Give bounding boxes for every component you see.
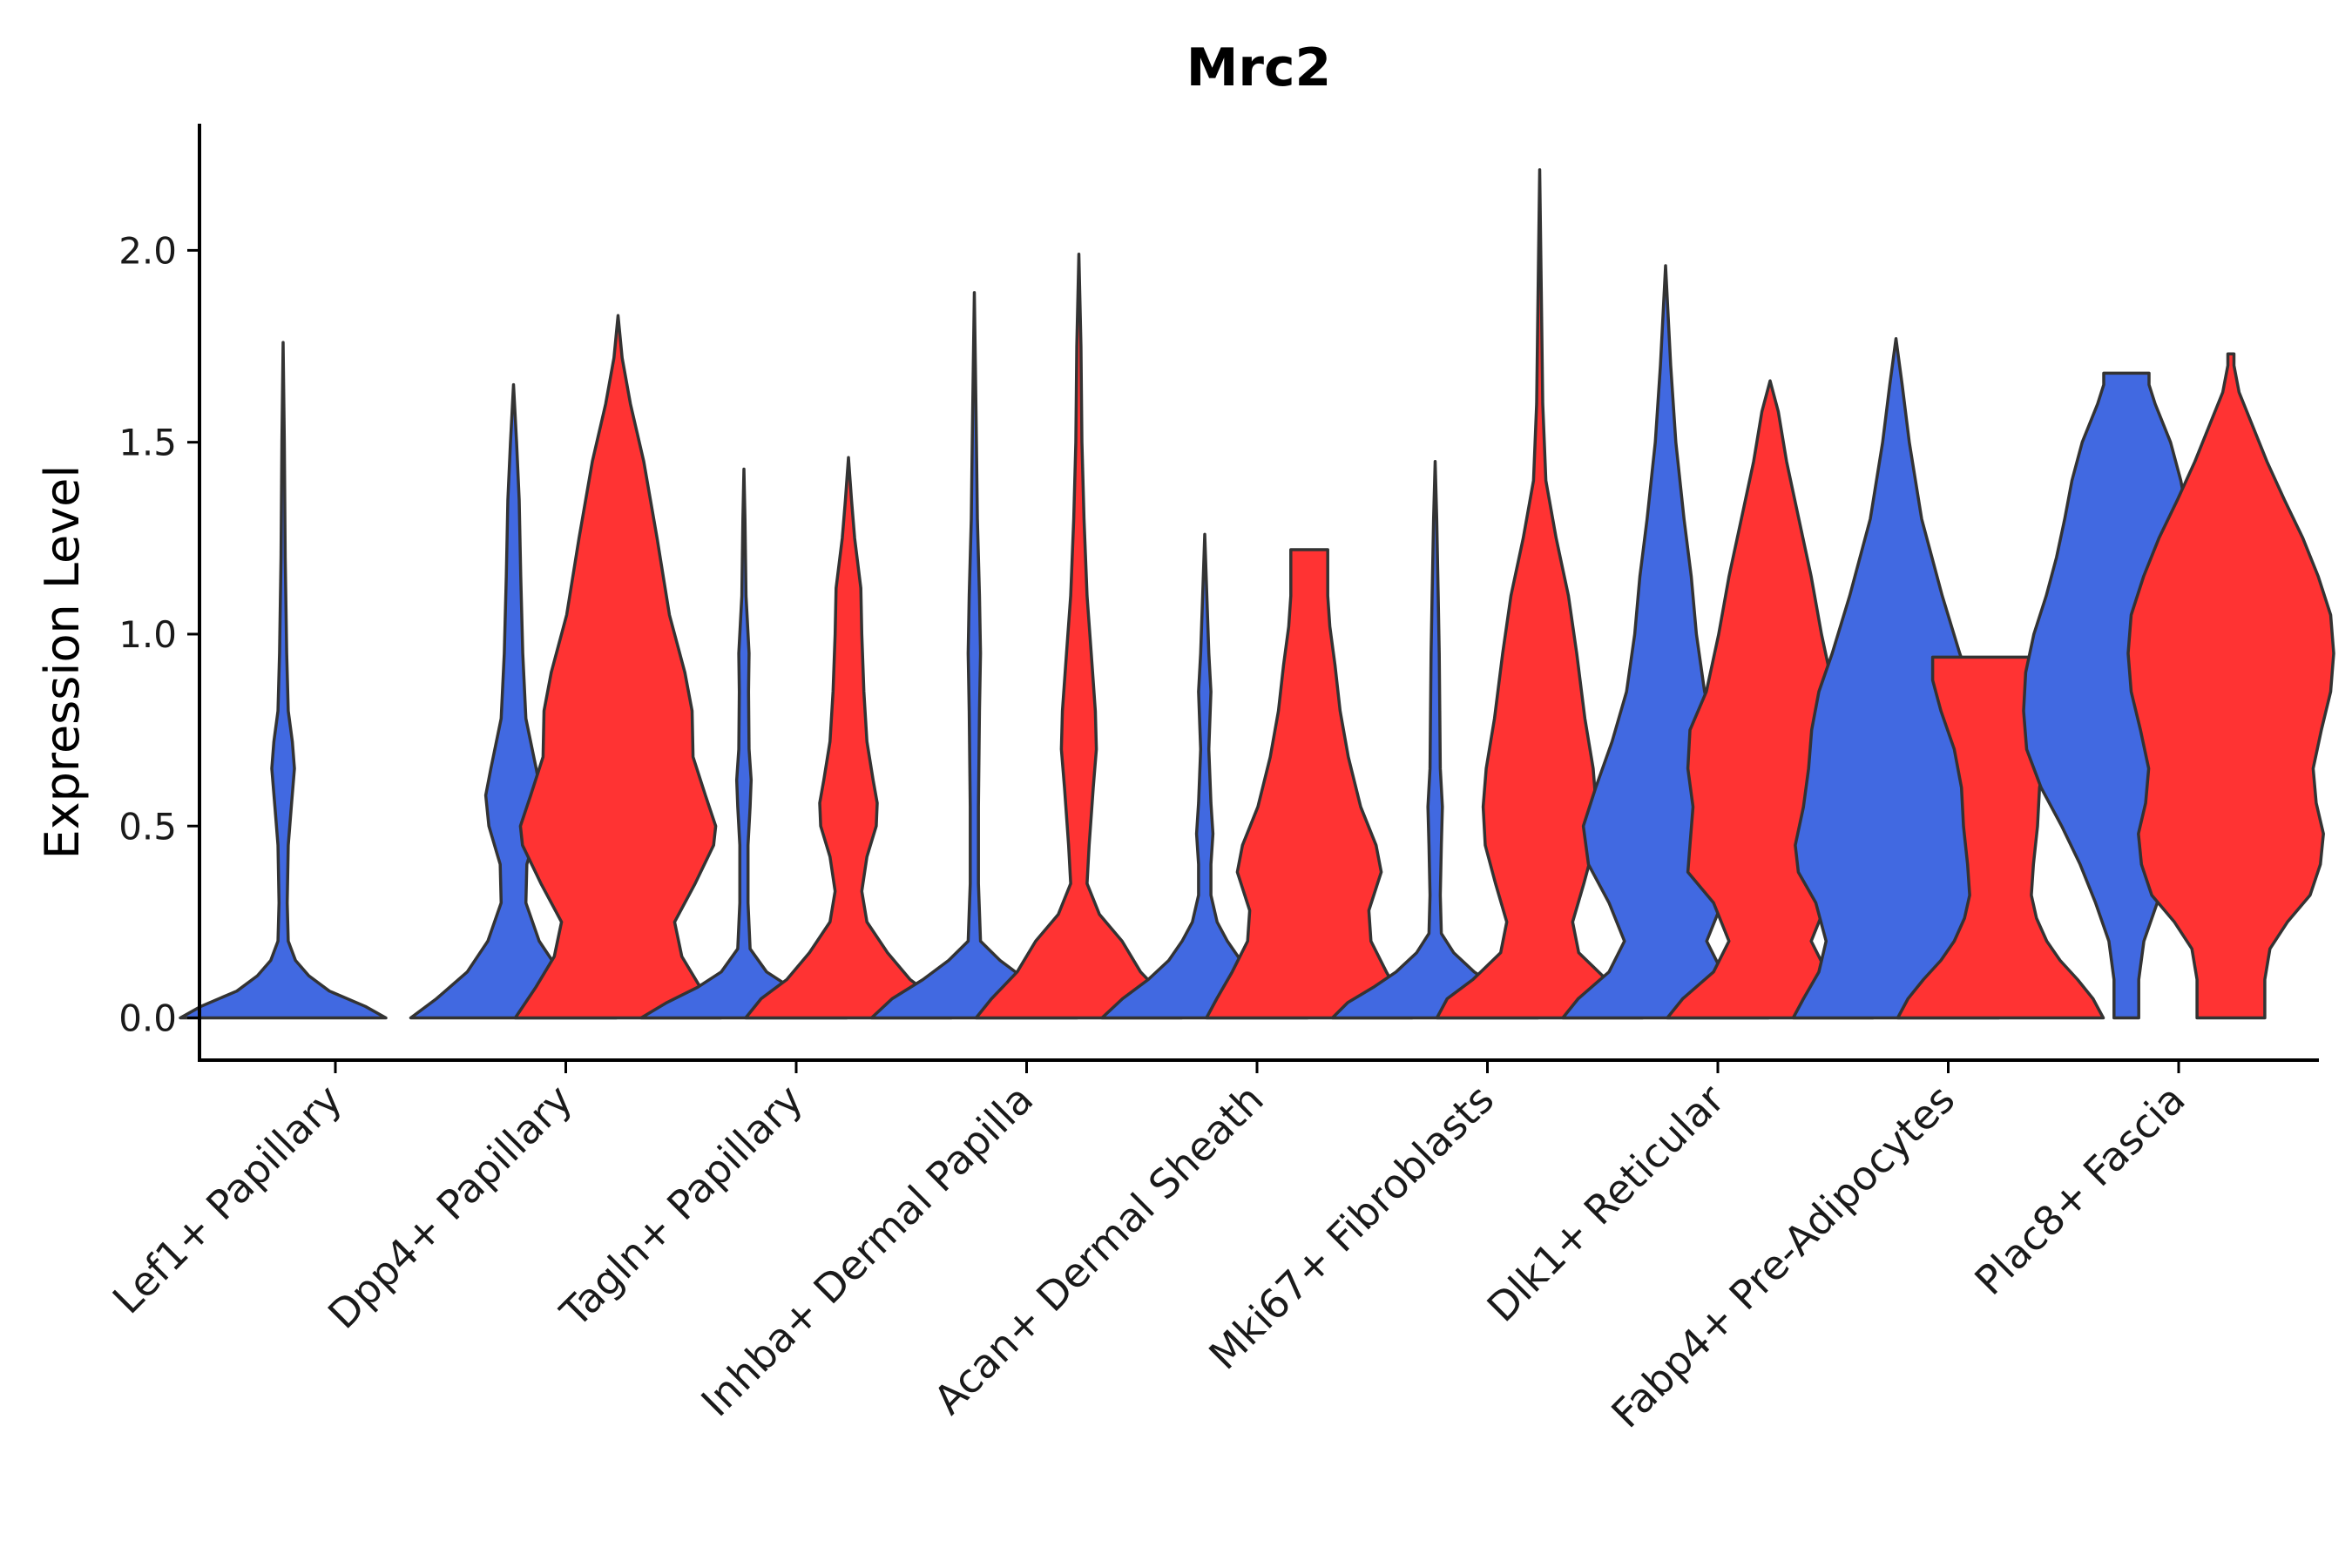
violin-group-red <box>744 456 953 1020</box>
violin-group-blue <box>869 291 1079 1020</box>
violin-group-red <box>1896 655 2105 1020</box>
violin-group-blue <box>179 341 388 1020</box>
y-tick-label: 2.0 <box>118 229 177 272</box>
violin-group-blue <box>1330 459 1540 1020</box>
y-tick-label: 0.5 <box>118 805 177 848</box>
y-axis: 0.0 0.5 1.0 1.5 2.0 <box>118 229 199 1040</box>
violin-group-blue <box>409 382 618 1020</box>
y-tick-label: 1.0 <box>118 613 177 656</box>
violin-group-blue <box>639 467 848 1020</box>
violin-layer <box>179 168 2335 1020</box>
y-tick-label: 0.0 <box>118 997 177 1040</box>
violin-group-red <box>974 253 1184 1020</box>
y-tick-label: 1.5 <box>118 422 177 464</box>
y-axis-label: Expression Level <box>35 465 90 860</box>
violin-group-red <box>513 314 723 1020</box>
chart-title: Mrc2 <box>1186 37 1332 98</box>
violin-group-blue <box>1100 532 1309 1020</box>
violin-group-red <box>1205 548 1414 1020</box>
violin-group-red <box>2126 352 2335 1020</box>
